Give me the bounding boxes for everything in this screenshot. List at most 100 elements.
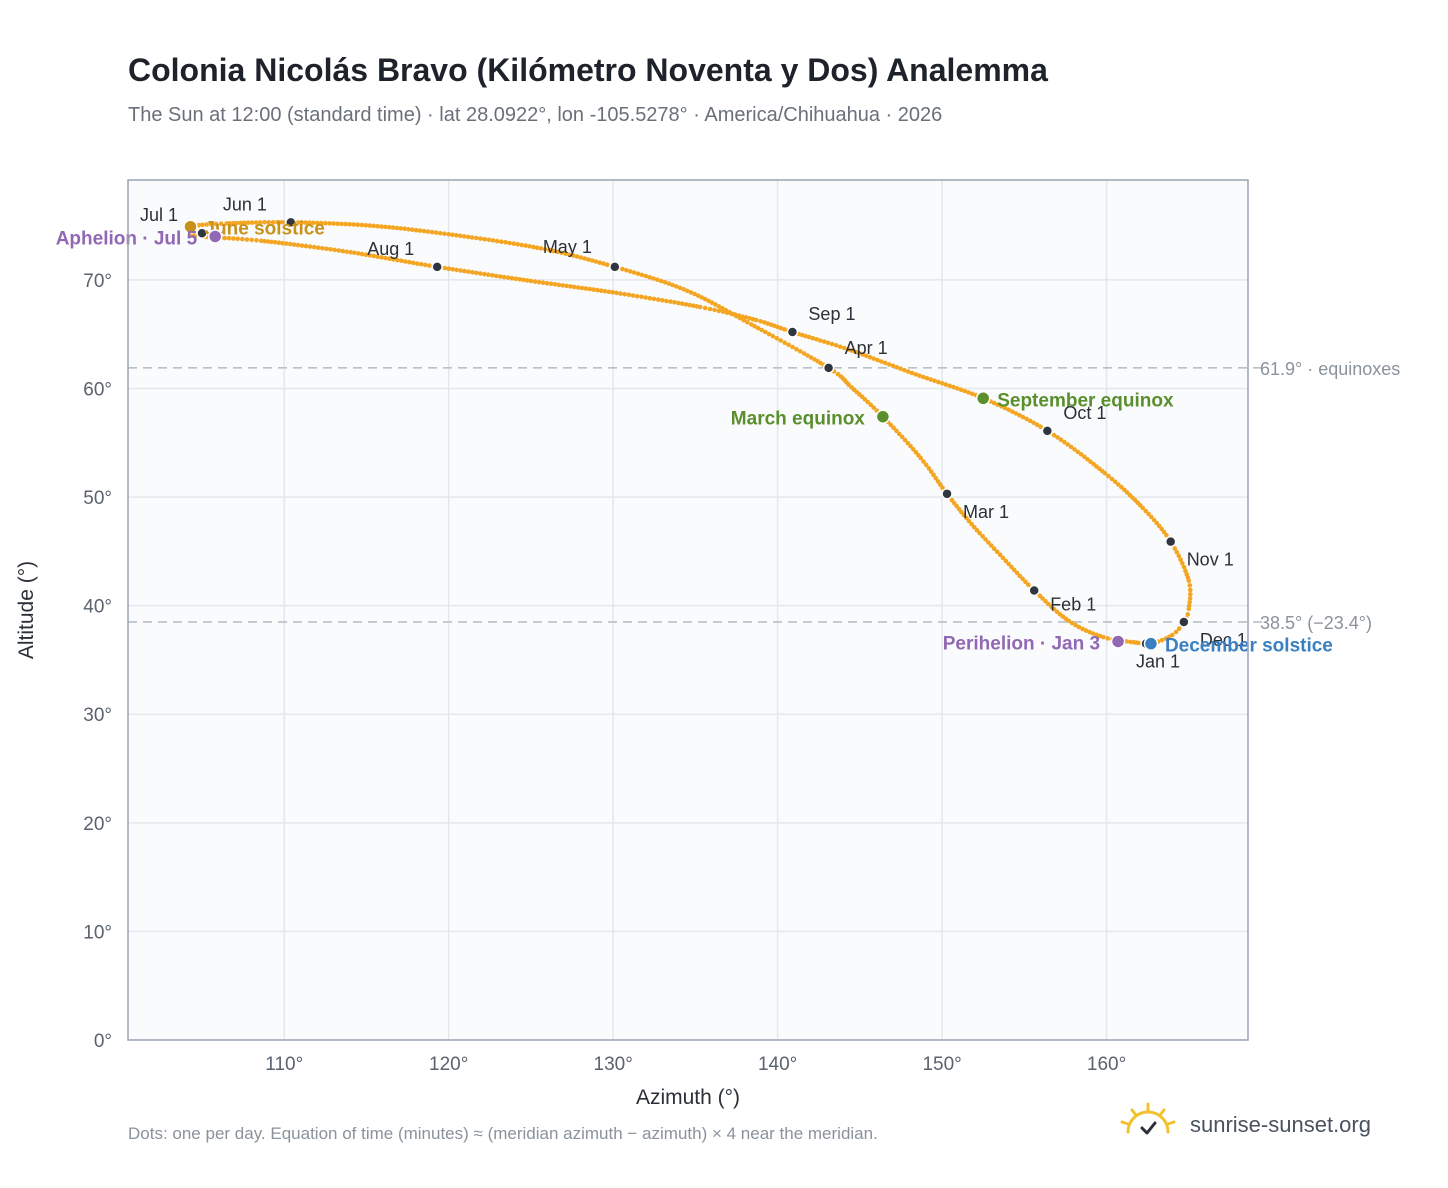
day-dot: [547, 247, 552, 253]
day-dot: [755, 325, 761, 331]
day-dot: [1014, 570, 1020, 576]
month-marker: [609, 261, 621, 273]
day-dot: [574, 254, 580, 259]
day-dot: [1017, 412, 1022, 418]
day-dot: [977, 530, 982, 536]
day-dot: [465, 234, 471, 240]
day-dot: [1034, 422, 1040, 428]
day-dot: [395, 257, 400, 263]
day-dot: [583, 286, 589, 291]
x-tick-label: 120°: [429, 1054, 468, 1075]
brand-text[interactable]: sunrise-sunset.org: [1190, 1112, 1371, 1137]
x-tick-label: 160°: [1087, 1054, 1126, 1075]
day-dot: [749, 322, 754, 327]
day-dot: [1180, 561, 1185, 566]
day-dot: [1186, 606, 1192, 612]
day-dot: [886, 362, 892, 367]
day-dot: [928, 469, 934, 474]
month-label: Dec 1: [1200, 630, 1247, 650]
brand[interactable]: sunrise-sunset.org: [1120, 1102, 1390, 1146]
day-dot: [332, 247, 337, 253]
day-dot: [966, 390, 971, 395]
day-dot: [896, 431, 902, 437]
month-label: Oct 1: [1063, 403, 1106, 423]
day-dot: [1083, 628, 1089, 633]
day-dot: [466, 269, 471, 275]
day-dot: [729, 311, 734, 317]
x-tick-label: 150°: [922, 1054, 961, 1075]
day-dot: [725, 310, 730, 316]
day-dot: [469, 235, 475, 240]
event-marker: [1143, 636, 1159, 651]
day-dot: [778, 338, 783, 343]
day-dot: [359, 222, 365, 228]
chart-title: Colonia Nicolás Bravo (Kilómetro Noventa…: [128, 52, 1048, 88]
day-dot: [939, 381, 945, 386]
day-dot: [478, 271, 483, 276]
day-dot: [606, 289, 612, 295]
day-dot: [1013, 411, 1019, 416]
day-dot: [835, 371, 841, 377]
day-dot: [208, 221, 214, 227]
day-dot: [410, 227, 415, 232]
day-dot: [571, 253, 576, 258]
day-dot: [810, 335, 816, 341]
day-dot: [740, 314, 745, 319]
day-dot: [888, 422, 894, 428]
day-dot: [375, 254, 381, 259]
day-dot: [1136, 640, 1141, 646]
day-dot: [643, 273, 649, 279]
footnote: Dots: one per day. Equation of time (min…: [128, 1124, 878, 1143]
day-dot: [626, 292, 632, 298]
day-dot: [736, 313, 742, 318]
day-dot: [962, 388, 967, 394]
day-dot: [989, 543, 994, 548]
day-dot: [997, 552, 1003, 558]
day-dot: [1116, 482, 1121, 487]
day-dot: [295, 242, 301, 248]
day-dot: [974, 527, 980, 533]
day-dot: [921, 459, 926, 464]
day-dot: [706, 298, 711, 304]
day-dot: [240, 236, 245, 242]
day-dot: [371, 223, 377, 229]
day-dot: [403, 259, 408, 264]
day-dot: [258, 238, 264, 244]
day-dot: [762, 320, 767, 325]
day-dot: [1043, 599, 1048, 604]
day-dot: [490, 273, 495, 278]
day-dot: [311, 220, 316, 226]
day-dot: [681, 287, 686, 292]
day-dot: [643, 295, 648, 300]
day-dot: [639, 294, 644, 300]
day-dot: [702, 296, 708, 302]
day-dot: [935, 479, 941, 484]
day-dot: [402, 226, 407, 232]
day-dot: [486, 237, 492, 243]
day-dot: [355, 222, 361, 228]
month-label: Feb 1: [1050, 594, 1096, 614]
day-dot: [691, 303, 696, 309]
day-dot: [269, 239, 274, 245]
day-dot: [227, 221, 233, 226]
day-dot: [564, 283, 569, 289]
day-dot: [244, 237, 250, 242]
day-dot: [417, 228, 423, 233]
day-dot: [1188, 592, 1193, 597]
day-dot: [921, 374, 926, 380]
day-dot: [634, 293, 640, 299]
day-dot: [754, 317, 759, 323]
day-dot: [943, 382, 949, 387]
day-dot: [509, 275, 515, 281]
day-dot: [482, 271, 487, 277]
day-dot: [486, 272, 491, 278]
day-dot: [1088, 459, 1093, 465]
day-dot: [478, 236, 483, 241]
day-dot: [450, 267, 456, 272]
day-dot: [1119, 484, 1124, 490]
day-dot: [507, 240, 512, 246]
day-dot: [1183, 568, 1188, 573]
month-marker: [1178, 616, 1190, 628]
day-dot: [670, 282, 675, 288]
day-dot: [1058, 437, 1064, 443]
